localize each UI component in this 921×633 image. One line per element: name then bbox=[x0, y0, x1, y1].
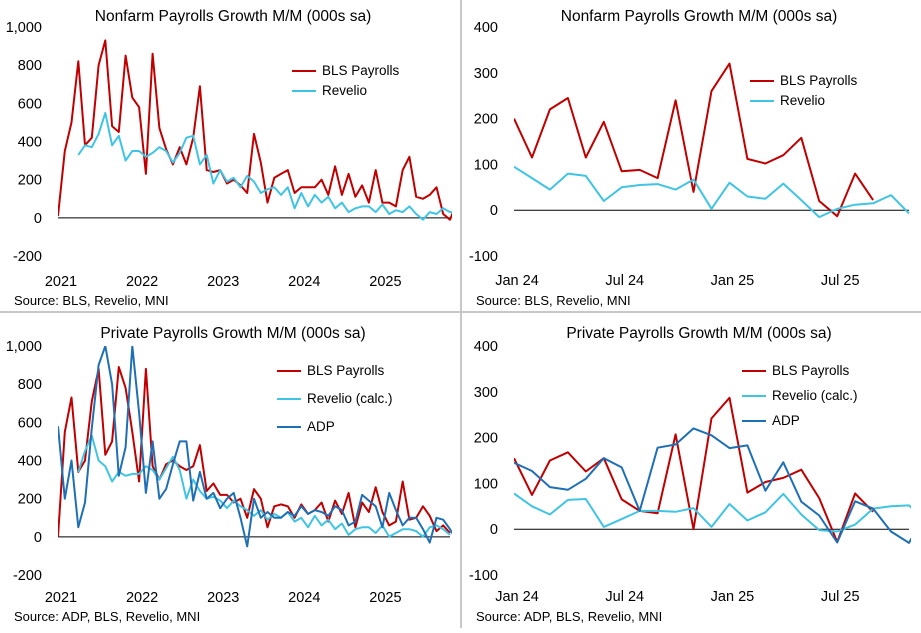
series-line-adp bbox=[514, 427, 911, 544]
chart-title: Nonfarm Payrolls Growth M/M (000s sa) bbox=[95, 8, 372, 25]
legend-label: Revelio (calc.) bbox=[772, 388, 858, 403]
x-tick-label: Jan 24 bbox=[495, 589, 539, 605]
chart-source: Source: BLS, Revelio, MNI bbox=[476, 293, 631, 308]
legend-label: Revelio bbox=[780, 93, 825, 108]
y-tick-label: 300 bbox=[474, 385, 498, 401]
chart-panel-nonfarm-2024: Nonfarm Payrolls Growth M/M (000s sa) -10… bbox=[462, 0, 921, 311]
vertical-divider bbox=[460, 0, 462, 628]
chart-source: Source: ADP, BLS, Revelio, MNI bbox=[14, 609, 200, 624]
x-tick-label: Jul 24 bbox=[605, 589, 644, 605]
chart-panel-private-2024: Private Payrolls Growth M/M (000s sa) -10… bbox=[462, 313, 921, 628]
chart-source: Source: ADP, BLS, Revelio, MNI bbox=[476, 609, 662, 624]
y-tick-label: 0 bbox=[34, 530, 42, 546]
x-tick-label: 2025 bbox=[369, 590, 401, 606]
y-tick-label: 400 bbox=[18, 135, 42, 151]
legend-label: BLS Payrolls bbox=[780, 73, 858, 88]
series-line-bls-payrolls bbox=[514, 396, 874, 543]
y-tick-label: 100 bbox=[474, 476, 498, 492]
y-tick-label: 800 bbox=[18, 58, 42, 74]
x-tick-label: 2021 bbox=[45, 590, 77, 606]
series-line-revelio-calc bbox=[514, 492, 911, 533]
y-tick-label: -200 bbox=[13, 249, 42, 265]
chart-source: Source: BLS, Revelio, MNI bbox=[14, 293, 169, 308]
chart-svg: Private Payrolls Growth M/M (000s sa) -20… bbox=[6, 325, 452, 624]
y-tick-label: 1,000 bbox=[6, 20, 42, 36]
x-tick-label: 2022 bbox=[126, 274, 158, 290]
chart-panel-private-2021: Private Payrolls Growth M/M (000s sa) -20… bbox=[0, 313, 460, 628]
chart-title: Nonfarm Payrolls Growth M/M (000s sa) bbox=[561, 8, 838, 25]
y-tick-label: 0 bbox=[490, 203, 498, 219]
series-line-revelio bbox=[77, 111, 452, 221]
series-line-bls-payrolls bbox=[514, 62, 874, 218]
x-tick-label: Jul 25 bbox=[821, 589, 860, 605]
x-tick-label: Jan 25 bbox=[711, 273, 755, 289]
y-tick-label: 200 bbox=[474, 431, 498, 447]
chart-svg: Nonfarm Payrolls Growth M/M (000s sa) -20… bbox=[6, 8, 452, 308]
legend-label: Revelio (calc.) bbox=[307, 391, 393, 406]
x-tick-label: 2022 bbox=[126, 590, 158, 606]
y-tick-label: 200 bbox=[474, 112, 498, 128]
y-tick-label: 0 bbox=[490, 522, 498, 538]
y-tick-label: 1,000 bbox=[6, 339, 42, 355]
y-tick-label: -100 bbox=[469, 249, 498, 265]
x-tick-label: Jan 25 bbox=[711, 589, 755, 605]
x-tick-label: 2023 bbox=[207, 274, 239, 290]
series-line-bls-payrolls bbox=[58, 39, 452, 221]
legend-label: BLS Payrolls bbox=[772, 363, 850, 378]
legend-label: ADP bbox=[307, 419, 335, 434]
x-tick-label: 2021 bbox=[45, 274, 77, 290]
series-line-adp bbox=[58, 346, 452, 548]
x-tick-label: Jul 25 bbox=[821, 273, 860, 289]
y-tick-label: 600 bbox=[18, 415, 42, 431]
y-tick-label: 200 bbox=[18, 492, 42, 508]
x-tick-label: Jan 24 bbox=[495, 273, 539, 289]
chart-svg: Nonfarm Payrolls Growth M/M (000s sa) -10… bbox=[469, 8, 910, 308]
legend-label: ADP bbox=[772, 413, 800, 428]
chart-title: Private Payrolls Growth M/M (000s sa) bbox=[100, 325, 365, 342]
legend-label: BLS Payrolls bbox=[322, 63, 400, 78]
series-line-revelio bbox=[514, 165, 910, 219]
y-tick-label: 300 bbox=[474, 66, 498, 82]
legend-label: BLS Payrolls bbox=[307, 363, 385, 378]
y-tick-label: 400 bbox=[474, 339, 498, 355]
chart-panel-nonfarm-2021: Nonfarm Payrolls Growth M/M (000s sa) -20… bbox=[0, 0, 460, 311]
y-tick-label: 200 bbox=[18, 173, 42, 189]
horizontal-divider bbox=[0, 311, 921, 313]
y-tick-label: -200 bbox=[13, 568, 42, 584]
y-tick-label: 800 bbox=[18, 377, 42, 393]
x-tick-label: 2025 bbox=[369, 274, 401, 290]
x-tick-label: 2023 bbox=[207, 590, 239, 606]
x-tick-label: Jul 24 bbox=[605, 273, 644, 289]
y-tick-label: 0 bbox=[34, 211, 42, 227]
legend-label: Revelio bbox=[322, 83, 367, 98]
y-tick-label: 400 bbox=[18, 454, 42, 470]
x-tick-label: 2024 bbox=[288, 274, 320, 290]
y-tick-label: -100 bbox=[469, 568, 498, 584]
x-tick-label: 2024 bbox=[288, 590, 320, 606]
chart-svg: Private Payrolls Growth M/M (000s sa) -10… bbox=[469, 325, 911, 624]
chart-title: Private Payrolls Growth M/M (000s sa) bbox=[566, 325, 831, 342]
y-tick-label: 400 bbox=[474, 20, 498, 36]
y-tick-label: 600 bbox=[18, 96, 42, 112]
y-tick-label: 100 bbox=[474, 157, 498, 173]
